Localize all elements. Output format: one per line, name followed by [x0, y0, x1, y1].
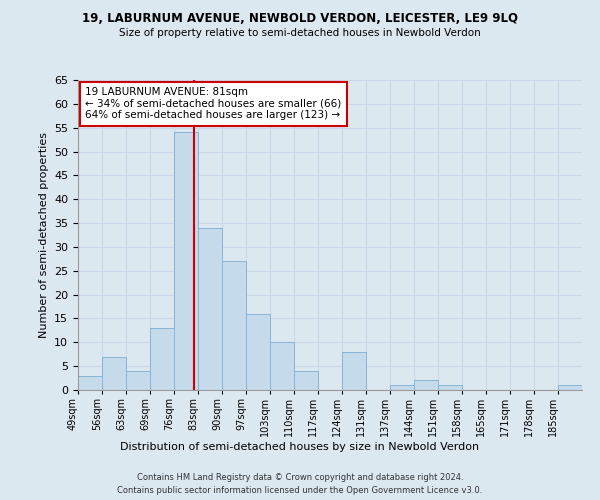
Bar [390, 385, 414, 390]
Text: Size of property relative to semi-detached houses in Newbold Verdon: Size of property relative to semi-detach… [119, 28, 481, 38]
Bar [246, 314, 270, 390]
Text: 19 LABURNUM AVENUE: 81sqm
← 34% of semi-detached houses are smaller (66)
64% of : 19 LABURNUM AVENUE: 81sqm ← 34% of semi-… [85, 87, 341, 120]
Bar [102, 356, 126, 390]
Bar [222, 261, 246, 390]
Bar [78, 376, 102, 390]
Bar [174, 132, 198, 390]
Bar [126, 371, 150, 390]
Bar [150, 328, 174, 390]
Bar [438, 385, 462, 390]
Text: 19, LABURNUM AVENUE, NEWBOLD VERDON, LEICESTER, LE9 9LQ: 19, LABURNUM AVENUE, NEWBOLD VERDON, LEI… [82, 12, 518, 26]
Text: Contains public sector information licensed under the Open Government Licence v3: Contains public sector information licen… [118, 486, 482, 495]
Y-axis label: Number of semi-detached properties: Number of semi-detached properties [38, 132, 49, 338]
Bar [198, 228, 222, 390]
Bar [558, 385, 582, 390]
Bar [294, 371, 318, 390]
Bar [414, 380, 438, 390]
Text: Contains HM Land Registry data © Crown copyright and database right 2024.: Contains HM Land Registry data © Crown c… [137, 472, 463, 482]
Bar [342, 352, 366, 390]
Bar [270, 342, 294, 390]
Text: Distribution of semi-detached houses by size in Newbold Verdon: Distribution of semi-detached houses by … [121, 442, 479, 452]
